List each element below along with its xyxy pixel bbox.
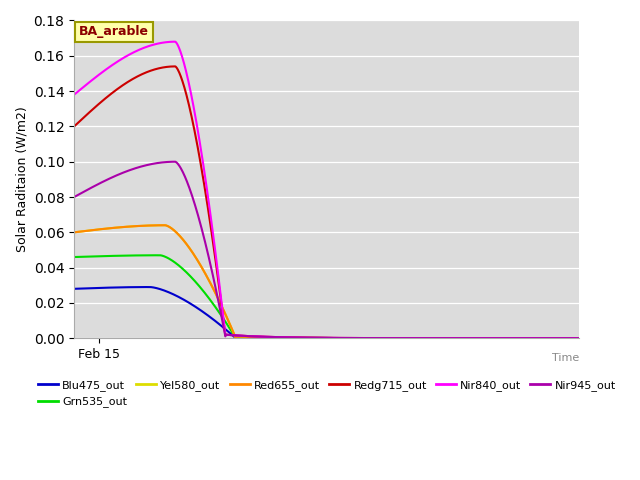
Grn535_out [474, 336, 481, 341]
Legend: Blu475_out, Grn535_out, Yel580_out, Red655_out, Redg715_out, Nir840_out, Nir945_: Blu475_out, Grn535_out, Yel580_out, Red6… [33, 375, 620, 412]
Yel580_out [474, 336, 481, 341]
Blu475_out [275, 335, 283, 340]
Grn535_out [465, 336, 472, 341]
Red655_out [161, 222, 168, 228]
Nir840_out [171, 39, 179, 45]
Line: Nir945_out: Nir945_out [74, 162, 579, 338]
Blu475_out [474, 336, 481, 341]
Nir945_out [418, 336, 426, 341]
Nir840_out [474, 336, 481, 341]
Red655_out [293, 335, 301, 341]
Nir945_out [575, 336, 583, 341]
Red655_out [474, 336, 481, 341]
Yel580_out [575, 336, 583, 341]
Line: Yel580_out: Yel580_out [74, 225, 579, 338]
Blu475_out [146, 284, 154, 290]
Redg715_out [171, 63, 179, 69]
Y-axis label: Solar Raditaion (W/m2): Solar Raditaion (W/m2) [15, 107, 28, 252]
Nir840_out [293, 335, 301, 340]
Grn535_out [156, 252, 163, 258]
Nir945_out [474, 336, 481, 341]
Redg715_out [575, 336, 583, 341]
Nir840_out [465, 336, 472, 341]
Text: BA_arable: BA_arable [79, 25, 149, 38]
Red655_out [418, 336, 426, 341]
Nir945_out [171, 159, 179, 165]
Text: Time: Time [552, 352, 579, 362]
Blu475_out [465, 336, 472, 341]
Nir945_out [465, 336, 472, 341]
Nir945_out [122, 169, 129, 175]
Red655_out [122, 224, 129, 230]
Red655_out [70, 229, 78, 235]
Red655_out [275, 335, 283, 340]
Nir840_out [70, 92, 78, 97]
Blu475_out [293, 335, 301, 341]
Nir840_out [418, 336, 426, 341]
Yel580_out [122, 224, 129, 230]
Nir945_out [293, 335, 301, 340]
Redg715_out [70, 123, 78, 129]
Nir840_out [575, 336, 583, 341]
Yel580_out [275, 335, 283, 340]
Nir945_out [275, 334, 283, 340]
Grn535_out [418, 336, 426, 341]
Redg715_out [418, 336, 426, 341]
Yel580_out [70, 229, 78, 235]
Red655_out [575, 336, 583, 341]
Grn535_out [275, 335, 283, 340]
Grn535_out [122, 253, 129, 259]
Line: Redg715_out: Redg715_out [74, 66, 579, 338]
Line: Nir840_out: Nir840_out [74, 42, 579, 338]
Red655_out [465, 336, 472, 341]
Redg715_out [275, 334, 283, 340]
Blu475_out [122, 284, 129, 290]
Redg715_out [122, 80, 129, 86]
Nir840_out [275, 334, 283, 340]
Grn535_out [575, 336, 583, 341]
Blu475_out [70, 286, 78, 292]
Nir945_out [70, 194, 78, 200]
Redg715_out [465, 336, 472, 341]
Yel580_out [465, 336, 472, 341]
Line: Red655_out: Red655_out [74, 225, 579, 338]
Grn535_out [293, 335, 301, 341]
Line: Blu475_out: Blu475_out [74, 287, 579, 338]
Blu475_out [575, 336, 583, 341]
Yel580_out [418, 336, 426, 341]
Blu475_out [418, 336, 426, 341]
Redg715_out [293, 335, 301, 340]
Yel580_out [293, 335, 301, 341]
Nir840_out [122, 54, 129, 60]
Grn535_out [70, 254, 78, 260]
Line: Grn535_out: Grn535_out [74, 255, 579, 338]
Redg715_out [474, 336, 481, 341]
Yel580_out [161, 222, 168, 228]
